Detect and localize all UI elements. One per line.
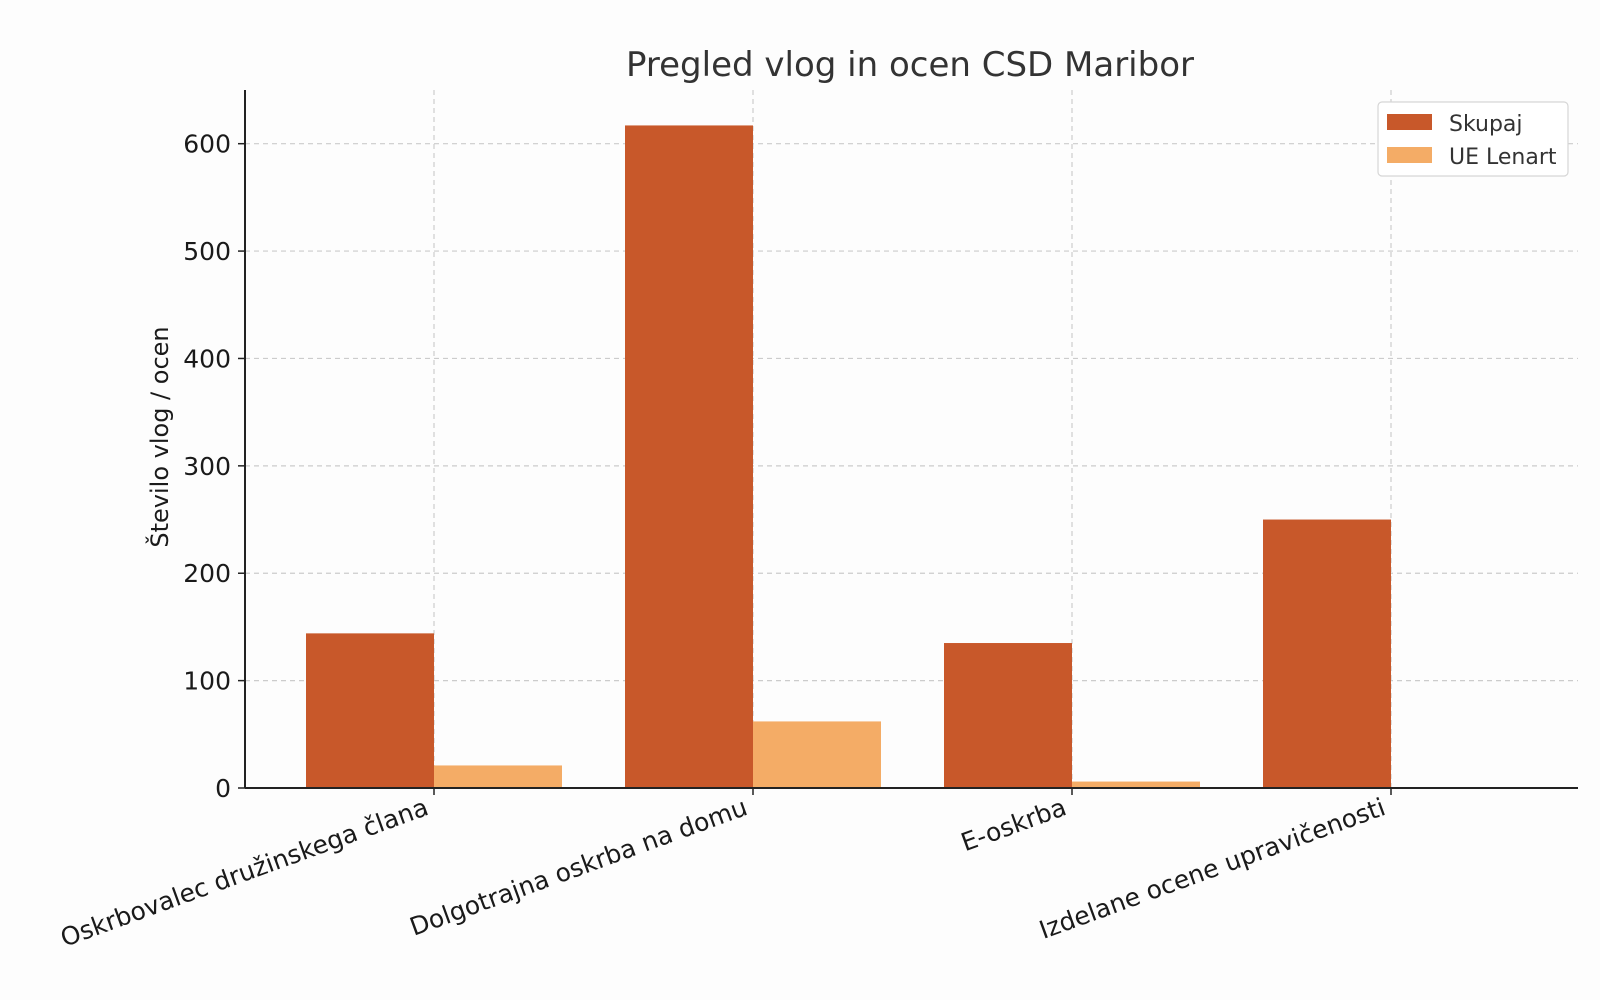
chart-title: Pregled vlog in ocen CSD Maribor xyxy=(626,45,1194,85)
legend-swatch xyxy=(1387,147,1432,163)
x-tick-label: Izdelane ocene upravičenosti xyxy=(1035,792,1389,944)
y-tick-label: 500 xyxy=(183,237,231,266)
bar-ue-lenart xyxy=(434,765,562,788)
x-tick-label: Dolgotrajna oskrba na domu xyxy=(406,792,751,941)
legend-label: Skupaj xyxy=(1449,112,1523,137)
y-tick-label: 400 xyxy=(183,344,231,373)
bar-skupaj xyxy=(306,633,434,788)
bar-ue-lenart xyxy=(1072,781,1200,788)
y-tick-label: 0 xyxy=(215,774,231,803)
bar-skupaj xyxy=(944,643,1072,788)
legend-label: UE Lenart xyxy=(1449,145,1557,170)
y-tick-label: 200 xyxy=(183,559,231,588)
y-tick-label: 300 xyxy=(183,452,231,481)
bars xyxy=(306,125,1391,789)
legend-swatch xyxy=(1387,114,1432,130)
y-tick-label: 100 xyxy=(183,667,231,696)
y-axis-label: Število vlog / ocen xyxy=(144,326,174,547)
legend: Skupaj UE Lenart xyxy=(1377,101,1569,177)
y-tick-label: 600 xyxy=(183,130,231,159)
y-axis-ticks: 0 100 200 300 400 500 600 xyxy=(183,130,245,803)
bar-ue-lenart xyxy=(753,721,881,788)
x-axis-ticks: Oskrbovalec družinskega članaDolgotrajna… xyxy=(57,788,1392,953)
x-tick-label: Oskrbovalec družinskega člana xyxy=(57,792,432,952)
bar-skupaj xyxy=(625,125,753,789)
x-tick-label: E-oskrba xyxy=(957,792,1070,857)
bar-skupaj xyxy=(1263,519,1391,788)
